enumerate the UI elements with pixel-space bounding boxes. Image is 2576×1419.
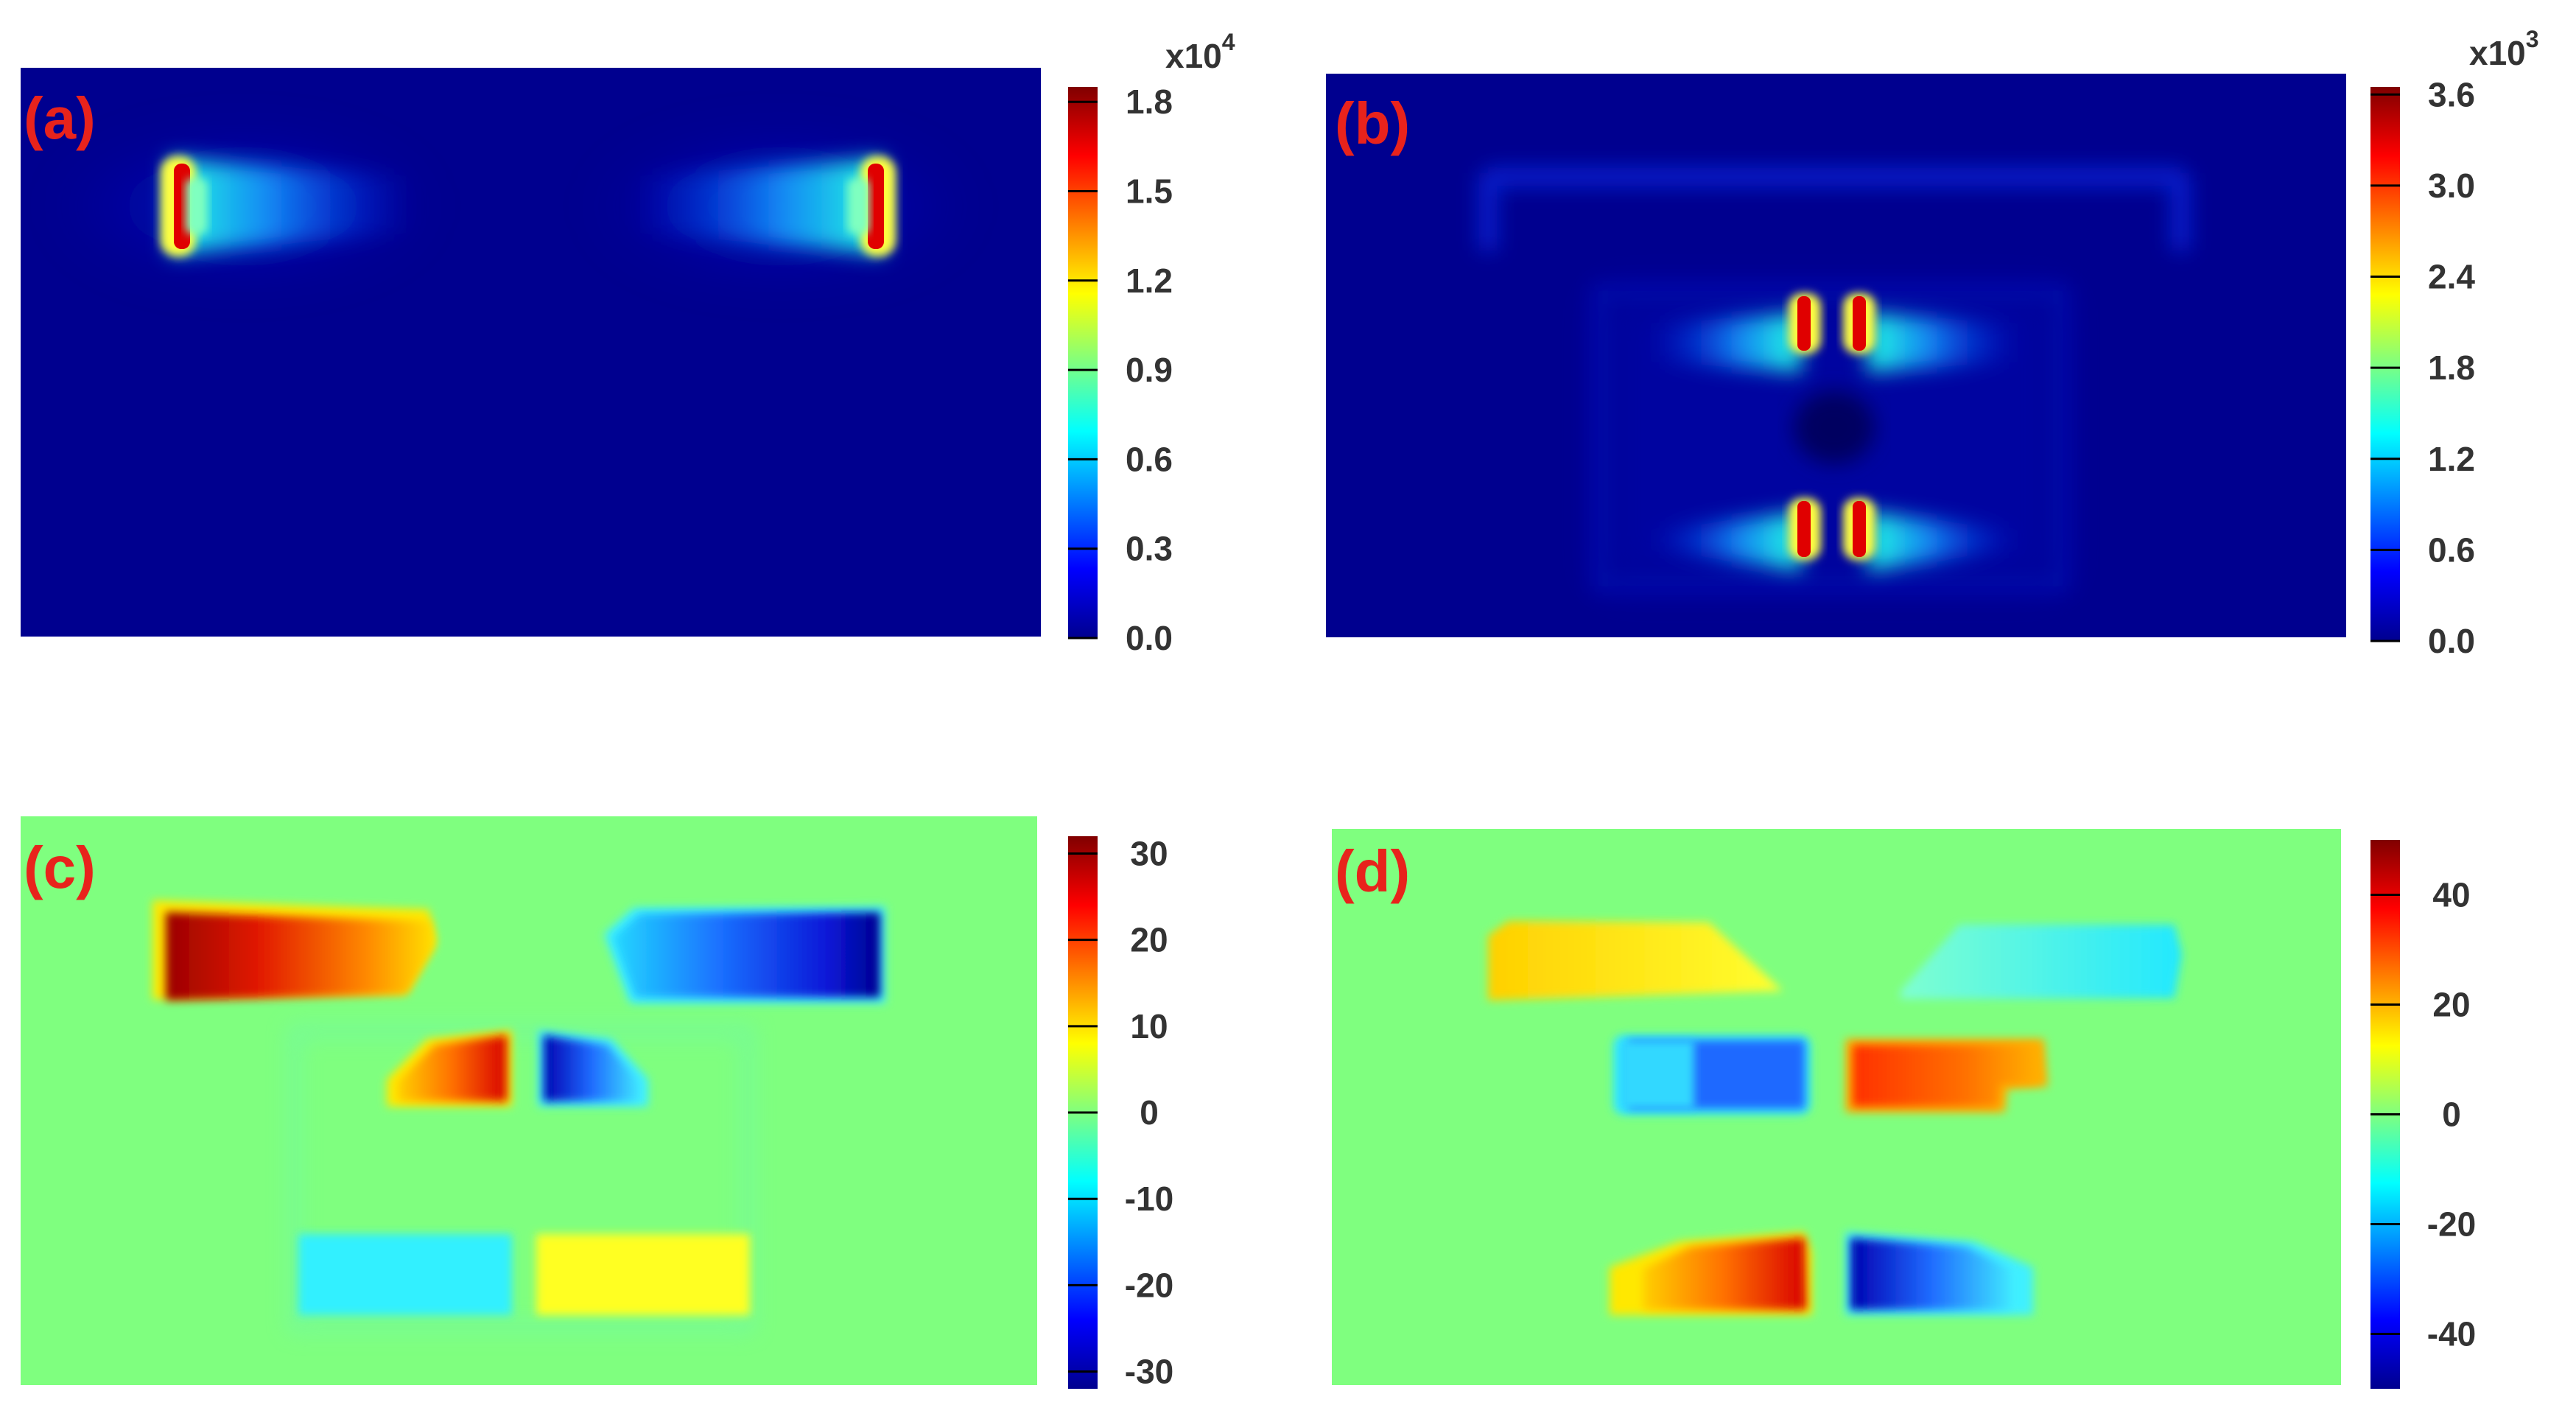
- colorbar-tick-label: 3.0: [2428, 167, 2475, 205]
- colorbar-multiplier-a: x104: [1165, 29, 1235, 75]
- panel-a: (a) 0.0 0.3 0.6 0.9 1.2 1.5 1.8 x104: [21, 29, 1235, 657]
- colorbar-tick-label: 1.8: [2428, 348, 2475, 387]
- colorbar-d: -40 -20 0 20 40: [2370, 840, 2476, 1389]
- colorbar-c: -30 -20 -10 0 10 20 30: [1068, 834, 1173, 1391]
- panel-label-b: (b): [1335, 91, 1410, 156]
- field-c: [152, 900, 885, 1333]
- panel-c: (c) -30 -20 -10 0 10 20 30: [21, 816, 1173, 1391]
- colorbar-tick-label: -20: [2427, 1205, 2476, 1244]
- colorbar-tick-label: 0.0: [1126, 619, 1173, 657]
- panel-label-c: (c): [24, 835, 96, 900]
- colorbar-tick-label: 1.5: [1126, 172, 1173, 211]
- colorbar-tick-label: -10: [1125, 1180, 1173, 1218]
- colorbar-gradient: [2370, 87, 2400, 641]
- colorbar-tick-label: -20: [1125, 1266, 1173, 1304]
- panel-label-a: (a): [24, 85, 96, 151]
- colorbar-tick-label: 20: [1130, 921, 1168, 959]
- plot-area-d: [1332, 829, 2341, 1385]
- colorbar-a: 0.0 0.3 0.6 0.9 1.2 1.5 1.8: [1068, 83, 1173, 657]
- field-b: [1478, 167, 2190, 593]
- colorbar-multiplier-b: x103: [2469, 26, 2539, 72]
- colorbar-tick-label: 2.4: [2428, 258, 2475, 296]
- colorbar-tick-label: 10: [1130, 1007, 1168, 1045]
- colorbar-b: 0.0 0.6 1.2 1.8 2.4 3.0 3.6: [2370, 75, 2475, 660]
- colorbar-tick-label: 0.9: [1126, 351, 1173, 389]
- colorbar-tick-label: 3.6: [2428, 75, 2475, 113]
- colorbar-tick-label: 0.3: [1126, 530, 1173, 568]
- field-d: [1488, 921, 2182, 1315]
- colorbar-tick-label: 0.6: [1126, 440, 1173, 478]
- colorbar-tick-label: 20: [2432, 986, 2470, 1024]
- colorbar-tick-label: 1.2: [1126, 262, 1173, 300]
- colorbar-gradient: [1068, 87, 1098, 638]
- colorbar-tick-label: 30: [1130, 834, 1168, 872]
- panel-b: (b) 0.0 0.6 1.2 1.8 2.4 3.0 3.6 x103: [1326, 26, 2539, 660]
- panel-d: (d) -40 -20 0 20 40: [1332, 829, 2476, 1389]
- colorbar-tick-label: 0.0: [2428, 622, 2475, 660]
- colorbar-tick-label: -40: [2427, 1315, 2476, 1353]
- field-a: [52, 125, 972, 287]
- colorbar-tick-label: 1.8: [1126, 83, 1173, 121]
- colorbar-tick-label: 0.6: [2428, 530, 2475, 569]
- colorbar-tick-label: 40: [2432, 876, 2470, 914]
- colorbar-tick-label: 0: [2442, 1096, 2461, 1134]
- colorbar-tick-label: 1.2: [2428, 440, 2475, 478]
- colorbar-tick-label: 0: [1140, 1093, 1159, 1132]
- colorbar-tick-label: -30: [1125, 1353, 1173, 1391]
- panel-label-d: (d): [1335, 838, 1410, 904]
